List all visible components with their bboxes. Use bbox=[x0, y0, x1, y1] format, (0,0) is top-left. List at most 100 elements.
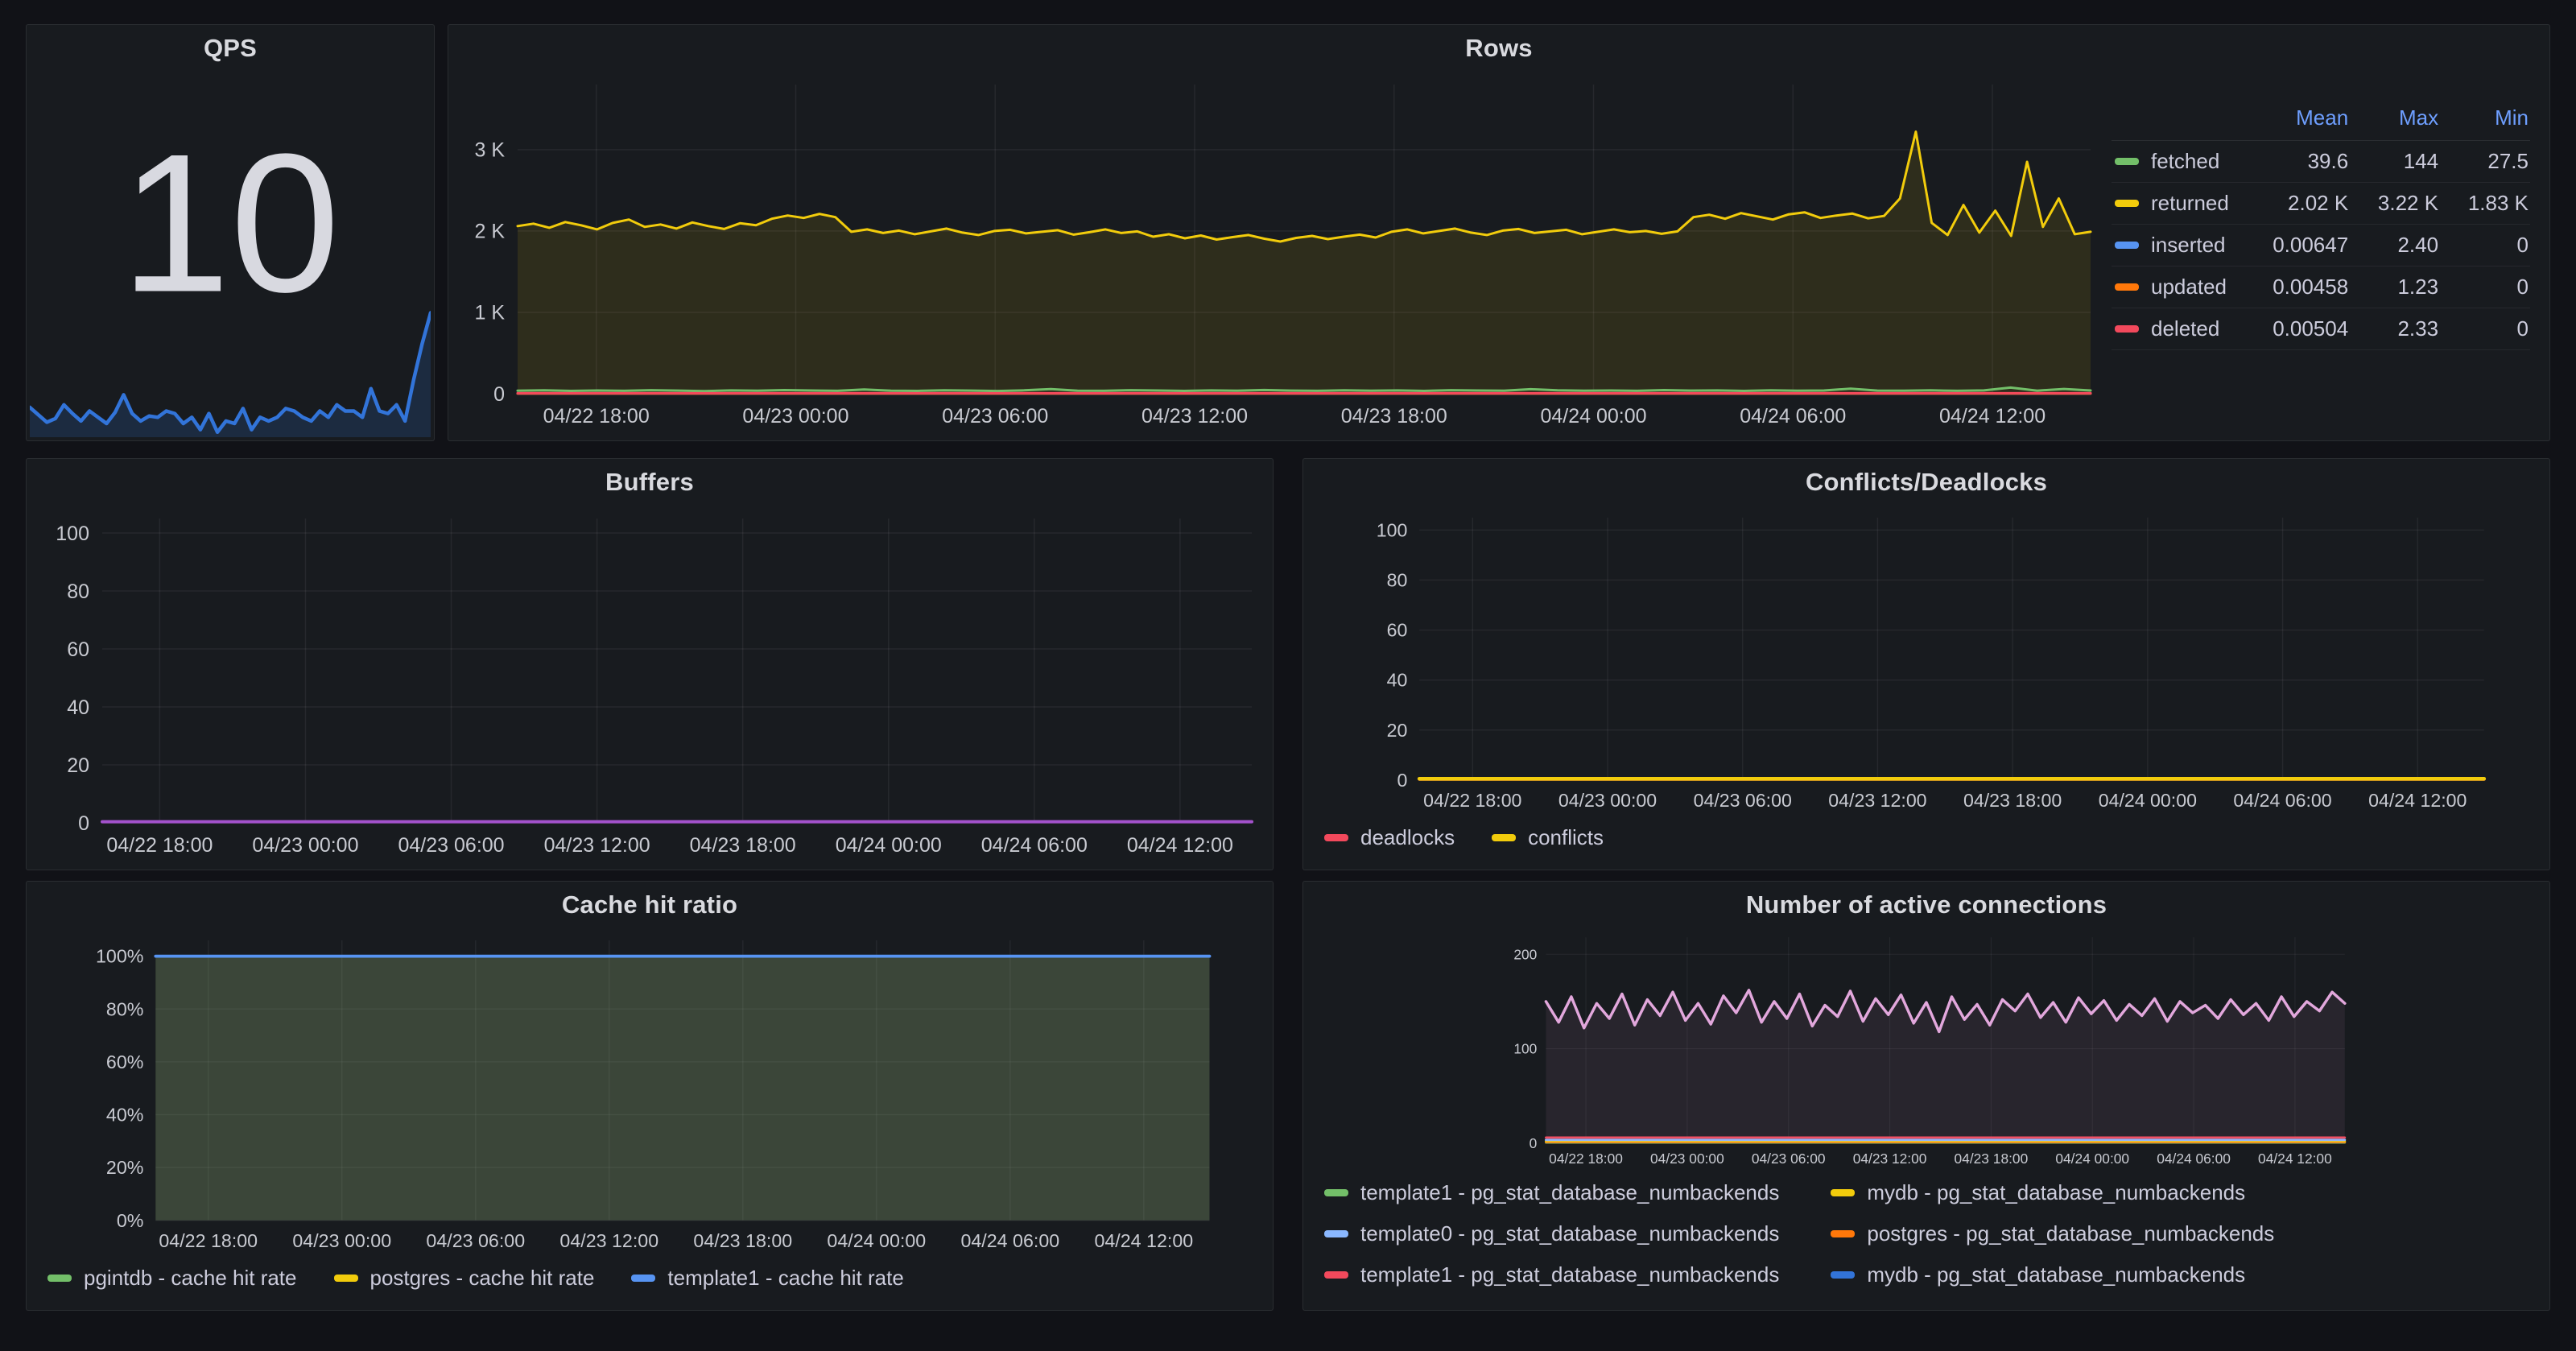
conflicts-plot: 04/22 18:00 04/23 00:00 04/23 06:00 04/23 1… bbox=[1377, 517, 2487, 811]
rows-legend-table: Mean Max Min fetched 39.6 144 27.5 returned 2.02… bbox=[2112, 99, 2530, 436]
x-tick-label: 04/24 06:00 bbox=[981, 834, 1088, 857]
series-name-cell[interactable]: deleted bbox=[2112, 308, 2244, 350]
y-tick-label: 40 bbox=[67, 696, 89, 719]
x-tick-label: 04/23 00:00 bbox=[252, 834, 358, 857]
series-min-value: 0 bbox=[2440, 308, 2530, 350]
series-max-value: 144 bbox=[2350, 140, 2441, 183]
series-name-cell[interactable]: updated bbox=[2112, 266, 2244, 308]
legend-item[interactable]: mydb - pg_stat_database_numbackends bbox=[1831, 1262, 2274, 1287]
cache-chart[interactable]: 04/22 18:00 04/23 00:00 04/23 06:00 04/23 1… bbox=[31, 928, 1268, 1259]
buffers-chart[interactable]: 04/22 18:00 04/23 00:00 04/23 06:00 04/23 1… bbox=[31, 506, 1268, 865]
legend-table-header-min[interactable]: Min bbox=[2440, 99, 2530, 141]
legend-item[interactable]: template0 - pg_stat_database_numbackends bbox=[1324, 1221, 1779, 1246]
qps-stat-value: 10 bbox=[120, 112, 341, 333]
legend-table-row[interactable]: updated 0.00458 1.23 0 bbox=[2112, 266, 2530, 308]
legend-item[interactable]: template1 - pg_stat_database_numbackends bbox=[1324, 1262, 1779, 1287]
legend-table-name-header bbox=[2112, 99, 2244, 141]
legend-item[interactable]: template1 - cache hit rate bbox=[631, 1266, 904, 1291]
series-line-qps bbox=[30, 311, 431, 435]
y-tick-label: 2 K bbox=[474, 221, 505, 243]
panel-buffers: Buffers 04/22 18:00 04/23 00:00 04/23 06:0… bbox=[26, 458, 1274, 870]
x-tick-label: 04/24 00:00 bbox=[2099, 790, 2197, 811]
y-tick-label: 0 bbox=[1397, 770, 1407, 791]
series-fill bbox=[155, 956, 1210, 1221]
panel-rows: Rows 04/22 18:00 04/23 00:00 04/23 06:00 04… bbox=[448, 24, 2550, 441]
legend-swatch-icon bbox=[333, 1275, 358, 1282]
legend-table-row[interactable]: inserted 0.00647 2.40 0 bbox=[2112, 224, 2530, 266]
x-tick-label: 04/23 18:00 bbox=[1341, 405, 1447, 428]
legend-table-row[interactable]: returned 2.02 K 3.22 K 1.83 K bbox=[2112, 182, 2530, 225]
qps-plot bbox=[30, 311, 431, 437]
legend-item[interactable]: template1 - pg_stat_database_numbackends bbox=[1324, 1180, 1779, 1205]
y-tick-label: 20% bbox=[106, 1157, 144, 1178]
legend-label: postgres - cache hit rate bbox=[369, 1266, 595, 1290]
legend-item[interactable]: conflicts bbox=[1492, 825, 1604, 850]
y-tick-label: 80% bbox=[106, 998, 144, 1019]
legend-swatch-icon bbox=[2115, 158, 2139, 165]
series-max-value: 2.33 bbox=[2350, 308, 2441, 350]
y-tick-label: 0% bbox=[117, 1210, 144, 1231]
panel-title-cache: Cache hit ratio bbox=[561, 890, 738, 919]
series-max-value: 1.23 bbox=[2350, 266, 2441, 308]
series-line-fetched bbox=[516, 386, 2092, 393]
legend-item[interactable]: postgres - cache hit rate bbox=[333, 1266, 595, 1291]
x-tick-label: 04/24 12:00 bbox=[1939, 405, 2046, 428]
series-line-returned bbox=[516, 130, 2092, 243]
cache-body: 04/22 18:00 04/23 00:00 04/23 06:00 04/23 1… bbox=[27, 928, 1273, 1310]
y-tick-label: 0 bbox=[78, 812, 89, 835]
legend-swatch-icon bbox=[2115, 200, 2139, 207]
dashboard-row-2: Buffers 04/22 18:00 04/23 00:00 04/23 06:0… bbox=[26, 458, 2550, 870]
series-fill bbox=[1546, 989, 2345, 1143]
series-name-cell[interactable]: inserted bbox=[2112, 224, 2244, 266]
legend-swatch-icon bbox=[1324, 1189, 1348, 1196]
legend-item[interactable]: deadlocks bbox=[1324, 825, 1455, 850]
y-tick-label: 60 bbox=[67, 638, 89, 661]
legend-label: deadlocks bbox=[1360, 825, 1455, 849]
rows-chart[interactable]: 04/22 18:00 04/23 00:00 04/23 06:00 04/23 1… bbox=[453, 72, 2107, 436]
legend-table-header-mean[interactable]: Mean bbox=[2243, 99, 2351, 141]
x-tick-label: 04/24 00:00 bbox=[1540, 405, 1646, 428]
x-tick-label: 04/23 18:00 bbox=[693, 1230, 792, 1251]
legend-swatch-icon bbox=[1492, 834, 1517, 841]
legend-swatch-icon bbox=[1831, 1189, 1856, 1196]
x-tick-label: 04/24 00:00 bbox=[836, 834, 942, 857]
legend-table-header-max[interactable]: Max bbox=[2350, 99, 2441, 141]
legend-swatch-icon bbox=[1324, 1230, 1348, 1237]
dashboard-row-1: QPS 10 Rows 04/22 18:00 04/23 00:00 04/23 … bbox=[26, 24, 2550, 441]
x-tick-label: 04/24 06:00 bbox=[960, 1230, 1059, 1251]
x-tick-label: 04/23 00:00 bbox=[1650, 1151, 1724, 1167]
x-tick-label: 04/24 06:00 bbox=[2157, 1151, 2231, 1167]
legend-table-row[interactable]: fetched 39.6 144 27.5 bbox=[2112, 140, 2530, 183]
legend-item[interactable]: mydb - pg_stat_database_numbackends bbox=[1831, 1180, 2274, 1205]
y-tick-label: 40% bbox=[106, 1105, 144, 1126]
panel-conflicts: Conflicts/Deadlocks 04/22 18:00 04/23 00:… bbox=[1302, 458, 2550, 870]
series-name-cell[interactable]: returned bbox=[2112, 182, 2244, 225]
legend-item[interactable]: pgintdb - cache hit rate bbox=[47, 1266, 297, 1291]
qps-sparkline[interactable] bbox=[30, 298, 431, 439]
series-line-mydb-pg-stat-database-numbackends bbox=[1544, 989, 2347, 1034]
series-min-value: 0 bbox=[2440, 224, 2530, 266]
grid bbox=[1419, 517, 2484, 781]
qps-body: 10 bbox=[27, 72, 434, 440]
legend-swatch-icon bbox=[2115, 283, 2139, 291]
y-tick-label: 200 bbox=[1513, 946, 1537, 962]
series-fill bbox=[155, 956, 1210, 1221]
series-fill bbox=[518, 131, 2091, 394]
x-tick-label: 04/24 12:00 bbox=[1127, 834, 1233, 857]
legend-swatch-icon bbox=[47, 1275, 72, 1282]
connections-chart[interactable]: 04/22 18:00 04/23 00:00 04/23 06:00 04/23 1… bbox=[1308, 928, 2545, 1172]
grid bbox=[155, 940, 1210, 1221]
x-tick-label: 04/23 12:00 bbox=[1853, 1151, 1927, 1167]
conflicts-legend: deadlocks conflicts bbox=[1308, 819, 2545, 865]
legend-item[interactable]: postgres - pg_stat_database_numbackends bbox=[1831, 1221, 2274, 1246]
y-tick-label: 1 K bbox=[474, 302, 505, 324]
series-max-value: 2.40 bbox=[2350, 224, 2441, 266]
x-tick-label: 04/24 00:00 bbox=[2055, 1151, 2129, 1167]
legend-table-row[interactable]: deleted 0.00504 2.33 0 bbox=[2112, 308, 2530, 350]
y-tick-label: 3 K bbox=[474, 139, 505, 162]
y-tick-label: 100 bbox=[1513, 1041, 1537, 1057]
conflicts-chart[interactable]: 04/22 18:00 04/23 00:00 04/23 06:00 04/23 1… bbox=[1308, 506, 2545, 819]
series-name-cell[interactable]: fetched bbox=[2112, 140, 2244, 183]
y-tick-label: 0 bbox=[1530, 1135, 1538, 1151]
